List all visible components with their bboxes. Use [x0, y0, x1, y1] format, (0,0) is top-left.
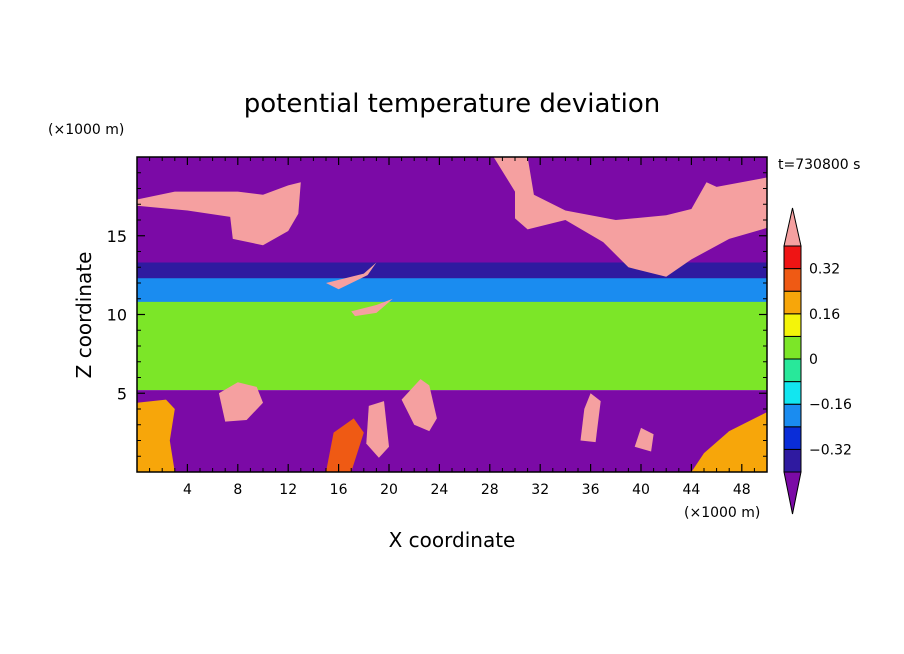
- colorbar-label: 0.32: [809, 262, 840, 278]
- contour-region-0: [137, 273, 767, 391]
- x-tick-label: 36: [582, 482, 600, 498]
- x-tick-label: 24: [430, 482, 448, 498]
- colorbar-label: −0.16: [809, 397, 852, 413]
- y-tick-label: 15: [107, 227, 127, 246]
- plot-area: [137, 157, 767, 472]
- x-axis: 4 8 12 16 20 24 28 32 36 40 44 48: [149, 157, 755, 498]
- colorbar-label: 0.16: [809, 307, 840, 323]
- contour-region-10: [218, 382, 263, 422]
- x-tick-label: 12: [279, 482, 297, 498]
- contour-region-7: [351, 298, 393, 317]
- x-axis-title: X coordinate: [389, 528, 516, 552]
- y-tick-label: 5: [117, 384, 127, 403]
- time-label: t=730800 s: [778, 157, 860, 173]
- colorbar-segment: [783, 245, 802, 270]
- colorbar-segment: [783, 313, 802, 337]
- x-tick-label: 28: [481, 482, 499, 498]
- contour-region-8: [137, 390, 767, 472]
- y-axis: 5 10 15: [107, 172, 767, 457]
- contour-region-5: [493, 157, 767, 277]
- contour-region-13: [366, 401, 389, 458]
- x-tick-label: 8: [233, 482, 242, 498]
- colorbar-segment: [783, 381, 802, 405]
- x-tick-label: 20: [380, 482, 398, 498]
- y-unit-label: (×1000 m): [48, 122, 124, 138]
- contour-region-11: [326, 418, 364, 472]
- x-unit-label: (×1000 m): [684, 505, 760, 521]
- contour-region-4: [137, 182, 301, 246]
- x-tick-label: 32: [531, 482, 549, 498]
- contour-region-2: [137, 260, 767, 279]
- contour-region-14: [580, 393, 601, 443]
- colorbar-segment: [783, 290, 802, 315]
- colorbar: 0.32 0.16 0 −0.16 −0.32: [783, 207, 852, 515]
- contour-region-16: [634, 427, 654, 452]
- contour-region-15: [691, 412, 767, 472]
- colorbar-segment: [783, 335, 802, 360]
- colorbar-segment: [783, 358, 802, 383]
- contour-regions: [137, 157, 767, 472]
- contour-region-1: [137, 276, 767, 302]
- chart-title: potential temperature deviation: [244, 89, 660, 119]
- x-tick-label: 48: [733, 482, 751, 498]
- x-tick-label: 4: [183, 482, 192, 498]
- x-tick-label: 40: [632, 482, 650, 498]
- colorbar-label: 0: [809, 352, 818, 368]
- colorbar-segment: [783, 268, 802, 292]
- colorbar-segment: [783, 448, 802, 473]
- colorbar-segment: [783, 426, 802, 450]
- contour-region-9: [137, 399, 175, 472]
- x-tick-label: 16: [330, 482, 348, 498]
- colorbar-segment: [783, 403, 802, 428]
- x-tick-label: 44: [682, 482, 700, 498]
- colorbar-label: −0.32: [809, 442, 852, 458]
- y-axis-title: Z coordinate: [72, 252, 96, 379]
- contour-region-12: [401, 379, 437, 432]
- y-tick-label: 10: [107, 306, 127, 325]
- contour-region-6: [326, 262, 377, 290]
